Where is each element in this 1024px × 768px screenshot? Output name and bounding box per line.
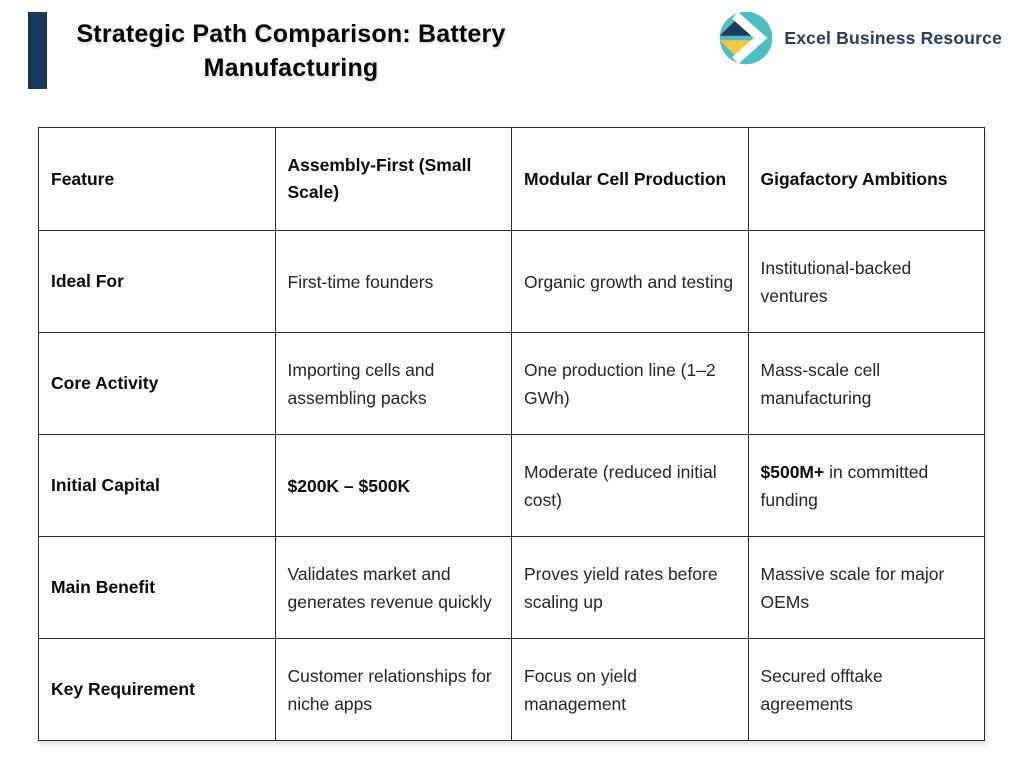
table-cell: $500M+ in committed funding xyxy=(747,434,985,537)
row-label: Main Benefit xyxy=(38,536,276,639)
table-cell: One production line (1–2 GWh) xyxy=(511,332,749,435)
table-row: Ideal For First-time founders Organic grow… xyxy=(38,230,985,333)
table-cell: Focus on yield management xyxy=(511,638,749,741)
row-label: Key Requirement xyxy=(38,638,276,741)
row-label: Initial Capital xyxy=(38,434,276,537)
table-cell: Mass-scale cell manufacturing xyxy=(747,332,985,435)
table-cell: $200K – $500K xyxy=(274,434,512,537)
comparison-table: Feature Assembly-First (Small Scale) Modul… xyxy=(38,127,985,741)
table-cell: Massive scale for major OEMs xyxy=(747,536,985,639)
table-cell: Institutional-backed ventures xyxy=(747,230,985,333)
column-header-3: Gigafactory Ambitions xyxy=(747,127,985,231)
column-header-0: Feature xyxy=(38,127,276,231)
page-title-line2: Manufacturing xyxy=(203,54,379,82)
table-cell: Moderate (reduced initial cost) xyxy=(511,434,749,537)
table-cell: Importing cells and assembling packs xyxy=(274,332,512,435)
table-row: Core Activity Importing cells and assembl… xyxy=(38,332,985,435)
brand-name: Excel Business Resource xyxy=(784,27,1002,48)
row-label: Core Activity xyxy=(38,332,276,435)
table-cell: First-time founders xyxy=(274,230,512,333)
table-row: Key Requirement Customer relationships fo… xyxy=(38,638,985,741)
page-title: Strategic Path Comparison: Battery Manufa… xyxy=(62,17,520,85)
row-label: Ideal For xyxy=(38,230,276,333)
column-header-2: Modular Cell Production xyxy=(511,127,749,231)
table-cell: Proves yield rates before scaling up xyxy=(511,536,749,639)
table-row: Initial Capital $200K – $500K Moderate (re… xyxy=(38,434,985,537)
table-cell: Organic growth and testing xyxy=(511,230,749,333)
table-row: Main Benefit Validates market and generat… xyxy=(38,536,985,639)
column-header-1: Assembly-First (Small Scale) xyxy=(274,127,512,231)
brand-logo: Excel Business Resource xyxy=(717,9,1002,67)
table-cell: Validates market and generates revenue q… xyxy=(274,536,512,639)
title-accent-bar xyxy=(28,12,47,89)
table-header-row: Feature Assembly-First (Small Scale) Modul… xyxy=(38,127,985,231)
brand-arrow-diamond-icon xyxy=(720,11,773,65)
table-cell: Customer relationships for niche apps xyxy=(274,638,512,741)
table-cell: Secured offtake agreements xyxy=(747,638,985,741)
page-title-line1: Strategic Path Comparison: Battery xyxy=(76,20,506,48)
